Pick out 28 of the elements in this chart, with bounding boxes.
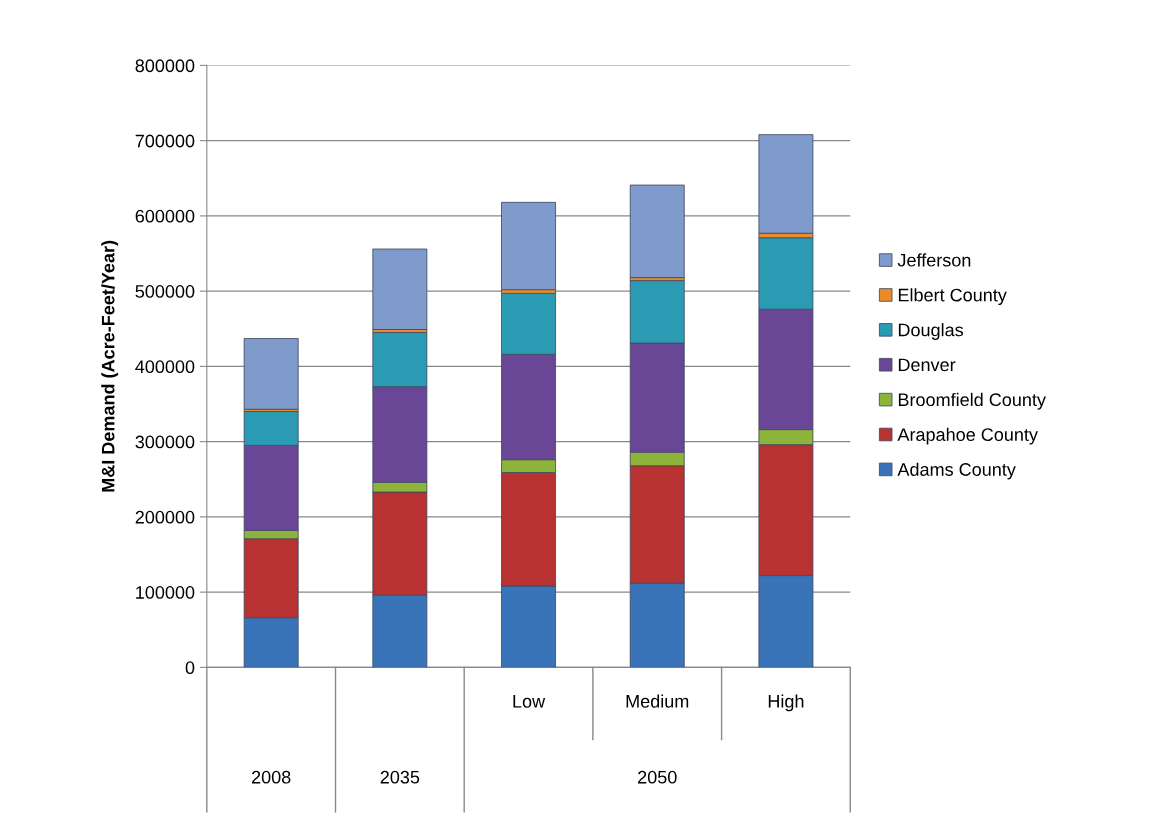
- legend-label: Douglas: [898, 323, 964, 340]
- legend-label: Arapahoe County: [897, 427, 1038, 445]
- y-tick-label: 400000: [135, 360, 195, 374]
- y-tick-label: 800000: [135, 59, 195, 73]
- bar: [372, 248, 428, 330]
- bar: [629, 184, 685, 279]
- legend-label: Adams County: [897, 462, 1016, 480]
- bar: [243, 338, 299, 410]
- y-tick-label: 100000: [136, 586, 195, 599]
- y-tick-label: 200000: [135, 510, 195, 524]
- bar: [758, 134, 814, 234]
- bar: [501, 201, 556, 291]
- x-tick-label: Medium: [626, 694, 689, 708]
- y-tick-label: 500000: [135, 285, 195, 298]
- legend-label: Broomfield County: [898, 392, 1046, 410]
- legend-label: Jefferson: [897, 253, 971, 267]
- y-tick-label: 0: [185, 661, 195, 675]
- text: 2050: [638, 770, 677, 784]
- legend-label: Denver: [898, 358, 956, 372]
- y-tick-label: 300000: [135, 435, 195, 449]
- y-tick-label: 600000: [135, 209, 195, 223]
- text: 2008: [251, 770, 291, 784]
- y-axis-title: M&I Demand (Acre-Feet/Year): [101, 240, 119, 492]
- x-tick-label: High: [768, 694, 804, 712]
- legend-label: Elbert County: [898, 288, 1007, 306]
- text: 2035: [380, 770, 420, 784]
- x-tick-label: Low: [513, 695, 546, 708]
- y-tick-label: 700000: [135, 134, 195, 148]
